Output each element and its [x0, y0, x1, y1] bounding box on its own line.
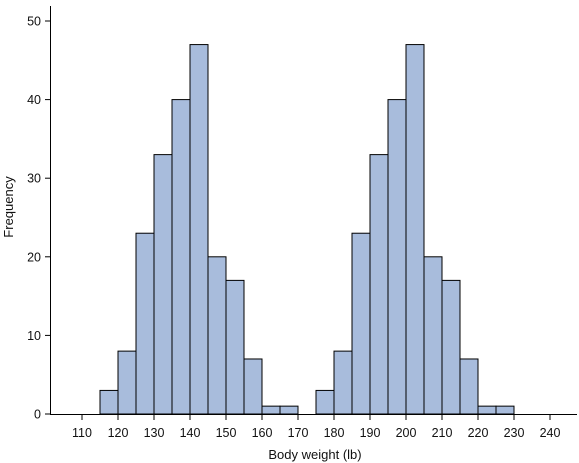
- x-tick-label: 190: [360, 426, 381, 440]
- axes-group: [50, 6, 577, 415]
- x-tick-label: 170: [288, 426, 309, 440]
- histogram-bar: [405, 44, 425, 415]
- histogram-bar: [441, 279, 461, 415]
- histogram-bar: [117, 350, 137, 415]
- histogram-bar: [369, 154, 389, 415]
- x-tick-label: 160: [252, 426, 273, 440]
- y-ticks-group: 0 10 20 30 40 50: [27, 15, 50, 422]
- histogram-bar: [459, 358, 479, 415]
- histogram-bar: [495, 405, 515, 415]
- histogram-bar: [99, 389, 119, 415]
- histogram-bar: [207, 256, 227, 415]
- x-tick-label: 220: [468, 426, 489, 440]
- x-tick-label: 240: [540, 426, 561, 440]
- histogram-bar: [243, 358, 263, 415]
- x-tick-label: 230: [504, 426, 525, 440]
- y-tick-label: 50: [27, 15, 41, 29]
- bars-group: [99, 44, 515, 415]
- histogram-bar: [423, 256, 443, 415]
- histogram-bar: [135, 232, 155, 415]
- y-tick-label: 20: [27, 250, 41, 264]
- x-tick-label: 120: [108, 426, 129, 440]
- histogram-bar: [333, 350, 353, 415]
- y-tick-label: 0: [34, 408, 41, 422]
- histogram-bar: [315, 389, 335, 415]
- histogram-bar: [153, 154, 173, 415]
- histogram-bar: [279, 405, 299, 415]
- x-tick-label: 180: [324, 426, 345, 440]
- x-axis-title: Body weight (lb): [268, 447, 361, 462]
- histogram-bar: [171, 99, 191, 415]
- x-ticks-group: 110 120 130 140 150 160 170 180 190 200 210 220 230 2…: [72, 414, 560, 440]
- y-axis-title: Frequency: [1, 176, 16, 238]
- y-tick-label: 10: [27, 329, 41, 343]
- histogram-bar: [225, 279, 245, 415]
- x-tick-label: 140: [180, 426, 201, 440]
- y-tick-label: 40: [27, 93, 41, 107]
- x-tick-label: 110: [72, 426, 92, 440]
- x-tick-label: 150: [216, 426, 237, 440]
- x-tick-label: 210: [432, 426, 453, 440]
- histogram-bar: [387, 99, 407, 415]
- histogram-bar: [477, 405, 497, 415]
- histogram-bar: [189, 44, 209, 415]
- histogram-bar: [261, 405, 281, 415]
- histogram-bar: [351, 232, 371, 415]
- x-tick-label: 200: [396, 426, 417, 440]
- x-tick-label: 130: [144, 426, 165, 440]
- y-tick-label: 30: [27, 172, 41, 186]
